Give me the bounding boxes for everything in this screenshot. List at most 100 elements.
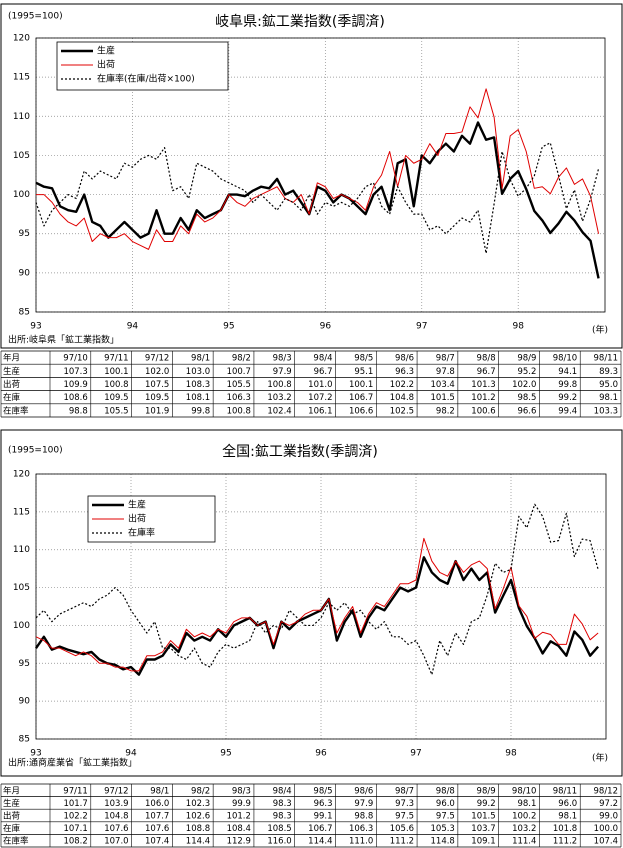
table-cell: 101.2: [471, 393, 495, 403]
table-cell: 105.5: [227, 380, 251, 390]
table-cell: 101.2: [227, 812, 251, 822]
table-cell: 106.1: [308, 406, 332, 416]
table-cell: 95.1: [354, 367, 373, 377]
table-cell: 106.3: [227, 393, 251, 403]
y-tick-label: 110: [13, 112, 30, 122]
data-line: [36, 88, 600, 250]
table-cell: 96.6: [517, 406, 536, 416]
legend-label: 出荷: [97, 59, 115, 71]
table-cell: 112.9: [227, 837, 251, 847]
x-tick-label: 97: [416, 322, 427, 332]
y-tick-label: 85: [19, 735, 30, 745]
table-cell: 111.2: [390, 837, 414, 847]
table-cell: 101.7: [63, 799, 87, 809]
table-cell: 104.8: [104, 812, 128, 822]
table-cell: 出荷: [3, 379, 21, 390]
y-tick-label: 100: [13, 621, 30, 631]
table-header: 97/12: [145, 354, 170, 364]
table-cell: 103.2: [267, 393, 291, 403]
source-note: 出所:通商産業省「鉱工業指数」: [8, 757, 137, 769]
table-cell: 109.5: [104, 393, 128, 403]
legend-label: 在庫率: [128, 527, 155, 539]
plot-border: [35, 37, 606, 313]
table-cell: 105.3: [431, 824, 455, 834]
table-cell: 101.9: [145, 406, 169, 416]
data-line: [35, 121, 600, 279]
base-note: (1995=100): [8, 12, 63, 22]
table-cell: 94.1: [558, 367, 577, 377]
table-cell: 98.1: [599, 393, 618, 403]
table-header: 98/7: [436, 354, 455, 364]
y-tick-label: 120: [13, 34, 30, 44]
table-cell: 99.1: [314, 812, 333, 822]
table-cell: 102.0: [145, 367, 169, 377]
table-header: 97/11: [104, 354, 129, 364]
legend-label: 出荷: [128, 513, 146, 525]
table-cell: 97.9: [273, 367, 292, 377]
table-cell: 107.6: [104, 824, 128, 834]
table-cell: 100.2: [512, 812, 536, 822]
table-cell: 96.7: [314, 367, 333, 377]
table-header: 98/6: [395, 354, 414, 364]
table-cell: 108.2: [63, 837, 87, 847]
table-cell: 102.5: [390, 406, 414, 416]
table-cell: 101.5: [471, 812, 495, 822]
table-cell: 103.9: [104, 799, 128, 809]
table-cell: 98.1: [558, 812, 577, 822]
table-cell: 101.8: [553, 824, 577, 834]
table-header: 98/9: [517, 354, 536, 364]
y-tick-label: 90: [19, 697, 31, 707]
table-header: 年月: [3, 785, 20, 796]
table-cell: 114.4: [308, 837, 332, 847]
table-header: 97/11: [63, 786, 88, 796]
table-cell: 116.0: [267, 837, 291, 847]
table-cell: 100.1: [349, 380, 373, 390]
y-tick-label: 90: [19, 268, 31, 278]
table-cell: 108.1: [186, 393, 210, 403]
table-cell: 100.1: [104, 367, 128, 377]
table-cell: 100.7: [227, 367, 251, 377]
table-cell: 109.1: [471, 837, 495, 847]
table-cell: 102.3: [186, 799, 210, 809]
table-cell: 99.8: [191, 406, 210, 416]
table-header: 年月: [3, 353, 20, 364]
table-cell: 89.3: [599, 367, 618, 377]
table-cell: 107.4: [594, 837, 618, 847]
table-cell: 108.4: [227, 824, 251, 834]
table-header: 98/10: [553, 354, 578, 364]
table-cell: 103.3: [594, 406, 618, 416]
table-cell: 出荷: [3, 811, 21, 822]
table-header: 98/9: [477, 786, 496, 796]
table-cell: 108.8: [186, 824, 210, 834]
table-header: 98/8: [477, 354, 496, 364]
table-cell: 97.2: [599, 799, 618, 809]
table-cell: 109.5: [145, 393, 169, 403]
chart-frame: [0, 429, 623, 777]
table-cell: 107.5: [145, 380, 169, 390]
table-cell: 95.0: [599, 380, 618, 390]
table-cell: 107.7: [145, 812, 169, 822]
x-tick-label: 98: [512, 322, 524, 332]
data-line: [35, 537, 599, 672]
table-cell: 98.8: [69, 406, 88, 416]
table-cell: 100.8: [267, 380, 291, 390]
table-cell: 98.3: [273, 812, 292, 822]
legend-box: [56, 41, 229, 91]
table-cell: 98.1: [517, 799, 536, 809]
table-cell: 100.6: [471, 406, 495, 416]
table-header: 97/12: [104, 786, 129, 796]
table-cell: 106.7: [349, 393, 373, 403]
legend-label: 生産: [128, 499, 146, 511]
table-cell: 106.7: [308, 824, 332, 834]
table-cell: 100.8: [227, 406, 251, 416]
table-cell: 96.3: [395, 367, 414, 377]
table-cell: 105.5: [104, 406, 128, 416]
table-cell: 99.2: [477, 799, 496, 809]
table-cell: 97.9: [354, 799, 373, 809]
y-tick-label: 100: [13, 190, 30, 200]
y-tick-label: 105: [13, 583, 30, 593]
data-line: [35, 142, 600, 254]
table-cell: 102.2: [390, 380, 414, 390]
table-cell: 在庫: [3, 823, 21, 834]
table-cell: 107.3: [63, 367, 87, 377]
